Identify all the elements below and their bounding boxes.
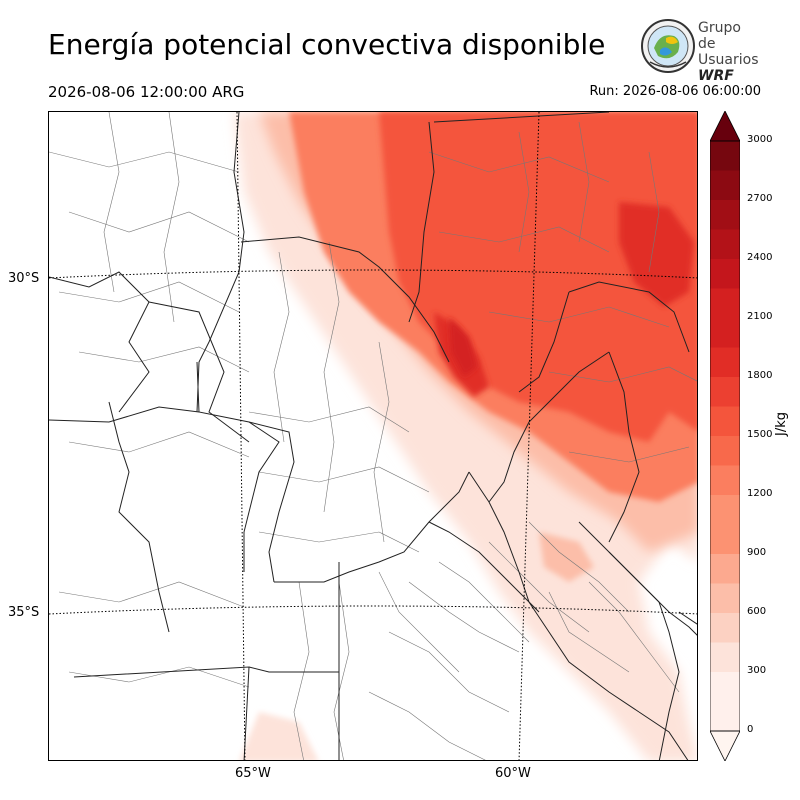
- colorbar-tick-label: 2700: [747, 193, 773, 204]
- globe-seal-icon: [641, 19, 695, 73]
- cape-map: [48, 111, 698, 761]
- colorbar-band: [710, 495, 740, 525]
- colorbar: [710, 111, 740, 761]
- colorbar-band: [710, 672, 740, 702]
- coastline: [578, 521, 697, 760]
- colorbar-band: [710, 465, 740, 495]
- colorbar-tick-label: 2100: [747, 311, 773, 322]
- colorbar-tick-label: 1200: [747, 488, 773, 499]
- colorbar-extend-min: [710, 730, 740, 761]
- colorbar-band: [710, 259, 740, 289]
- cape-pockets-2: [239, 712, 318, 760]
- cape-field: [234, 112, 697, 760]
- colorbar-unit: J/kg: [774, 412, 789, 436]
- colorbar-tick-label: 1500: [747, 429, 773, 440]
- colorbar-tick-label: 2400: [747, 252, 773, 263]
- colorbar-band: [710, 583, 740, 613]
- colorbar-tick-label: 600: [747, 606, 767, 617]
- parallel-30s: [49, 269, 697, 279]
- colorbar-tick-label: 0: [747, 724, 754, 735]
- colorbar-tick-label: 3000: [747, 134, 773, 145]
- page-title: Energía potencial convectiva disponible: [48, 28, 606, 61]
- colorbar-tick-label: 300: [747, 665, 767, 676]
- valid-time: 2026-08-06 12:00:00 ARG: [48, 83, 245, 101]
- lon-label-60w: 60°W: [495, 766, 531, 781]
- colorbar-band: [710, 524, 740, 554]
- grupo-wrf-logo: Grupo de Usuarios WRF: [640, 18, 760, 84]
- colorbar-band: [710, 613, 740, 643]
- colorbar-band: [710, 406, 740, 436]
- run-time: Run: 2026-08-06 06:00:00: [589, 84, 761, 99]
- colorbar-band: [710, 436, 740, 466]
- cape-layer-1800c: [449, 317, 477, 377]
- lat-label-35s: 35°S: [8, 605, 40, 620]
- cape-map-canvas: [49, 112, 697, 760]
- colorbar-bands: [710, 141, 740, 731]
- colorbar-frame: [710, 140, 740, 732]
- logo-line-1: Grupo de: [698, 20, 741, 52]
- colorbar-band: [710, 642, 740, 672]
- logo-line-2: Usuarios: [698, 52, 759, 68]
- colorbar-band: [710, 318, 740, 348]
- parallel-35s: [49, 605, 697, 615]
- colorbar-band: [710, 170, 740, 200]
- lon-label-65w: 65°W: [235, 766, 271, 781]
- colorbar-extend-max: [710, 111, 740, 142]
- colorbar-tick-label: 900: [747, 547, 767, 558]
- cape-pockets: [539, 532, 594, 582]
- logo-line-3: WRF: [698, 68, 734, 84]
- lat-label-30s: 30°S: [8, 271, 40, 286]
- province-boundaries: [49, 112, 697, 760]
- colorbar-band: [710, 701, 740, 731]
- graticule: [49, 112, 697, 760]
- colorbar-band: [710, 141, 740, 171]
- cape-layer-1800: [619, 202, 694, 307]
- colorbar-band: [710, 229, 740, 259]
- colorbar-band: [710, 347, 740, 377]
- colorbar-band: [710, 200, 740, 230]
- colorbar-tick-label: 1800: [747, 370, 773, 381]
- colorbar-band: [710, 554, 740, 584]
- colorbar-band: [710, 288, 740, 318]
- colorbar-band: [710, 377, 740, 407]
